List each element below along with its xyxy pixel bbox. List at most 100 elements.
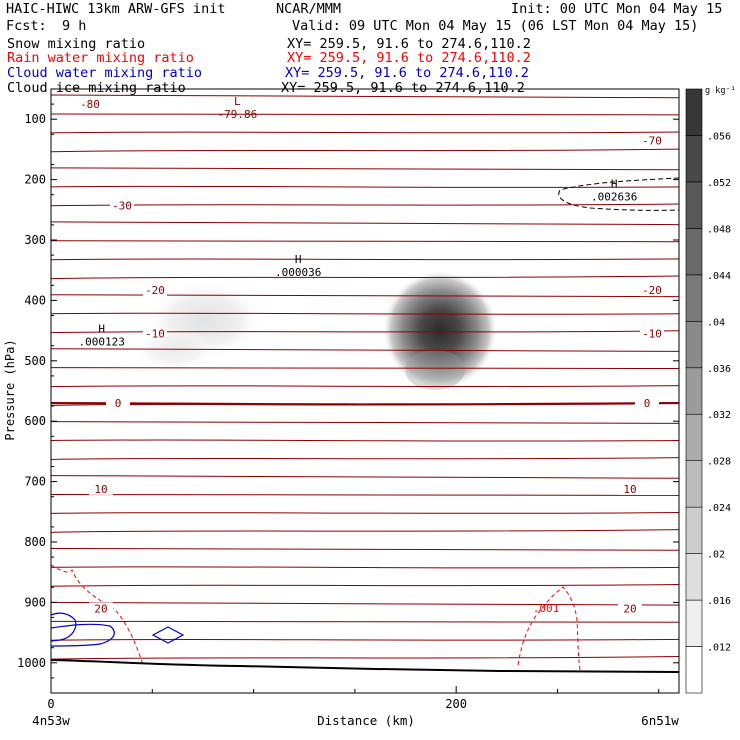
colorbar-tick-label: .044 [707, 271, 731, 282]
isotherm-label: -70 [642, 134, 662, 147]
isotherm-line [51, 221, 679, 226]
isotherm-line [51, 239, 679, 243]
isotherm-label: -80 [80, 98, 100, 111]
isotherm-label-bg [640, 284, 664, 297]
colorbar-segment [685, 274, 703, 322]
colorbar-segment [685, 506, 703, 554]
cloud-water-contour-1 [51, 612, 77, 642]
isotherm-line [51, 493, 679, 497]
isotherm-line [51, 294, 679, 298]
isotherm-label-bg [143, 284, 167, 297]
isotherm-label-bg [618, 602, 642, 615]
isotherm-line [51, 385, 679, 388]
isotherm-lines [51, 94, 679, 660]
isotherm-line [51, 474, 679, 479]
extremum-mark: H [98, 323, 105, 336]
extremum-mark: L [234, 95, 241, 108]
isotherm-line [51, 601, 679, 606]
isotherm-line [51, 583, 679, 587]
colorbar-segment [685, 413, 703, 461]
section-end-label: 6n51w [641, 713, 679, 728]
isotherm-line [51, 638, 679, 641]
isotherm-line [51, 167, 679, 171]
section-start-label: 4n53w [32, 713, 70, 728]
y-tick-label: 700 [24, 475, 46, 489]
isotherm-label-bg [618, 482, 642, 495]
isotherm-line [51, 312, 679, 315]
isotherm-line [51, 330, 679, 334]
isotherm-label: 0 [644, 397, 651, 410]
y-tick-label: 1000 [17, 656, 46, 670]
field-xy-cloud-ice: XY= 259.5, 91.6 to 274.6,110.2 [281, 80, 525, 96]
isotherm-line [51, 457, 679, 460]
cloud-water-contour-2 [51, 623, 115, 647]
isotherm-label: 10 [623, 483, 636, 496]
isotherm-line [51, 348, 679, 352]
colorbar-segment [685, 88, 703, 136]
field-name-cloud-water: Cloud water mixing ratio [7, 65, 203, 81]
isotherm-label: 10 [94, 483, 107, 496]
shaded-ice-field [135, 270, 498, 390]
isotherm-line [51, 185, 679, 188]
rain-contour-label: .001 [533, 602, 560, 615]
field-xy-snow: XY= 259.5, 91.6 to 274.6,110.2 [287, 36, 531, 52]
y-tick-label: 300 [24, 233, 46, 247]
colorbar-tick-label: .048 [707, 224, 731, 235]
isotherm-label-bg [78, 98, 102, 111]
colorbar-tick-label: .036 [707, 364, 731, 375]
colorbar-tick-label: .052 [707, 178, 731, 189]
y-tick-label: 200 [24, 173, 46, 187]
y-tick-label: 500 [24, 354, 46, 368]
isotherm-line [51, 203, 679, 207]
isotherm-line [51, 420, 679, 425]
isotherm-label-bg [89, 482, 113, 495]
isotherm-label-bg [640, 134, 664, 147]
field-name-rain: Rain water mixing ratio [7, 50, 194, 66]
isotherm-label: 20 [623, 602, 636, 615]
isotherm-label-bg [106, 397, 130, 410]
isotherm-line [51, 512, 679, 514]
run-title: HAIC-HIWC 13km ARW-GFS init [6, 1, 226, 17]
isotherm-line [51, 275, 679, 280]
cloud-water-diamond [151, 626, 185, 644]
y-tick-label: 600 [24, 414, 46, 428]
isotherm-label: -30 [112, 200, 132, 213]
isotherm-label: 20 [94, 602, 107, 615]
isotherm-line [51, 655, 679, 660]
isotherm-line [51, 620, 679, 624]
distance-axis: 0 200 [47, 686, 660, 711]
forecast-label: Fcst: [6, 18, 47, 34]
ice-contour-upper-right [558, 177, 679, 211]
colorbar-segment [685, 553, 703, 601]
x-tick-label: 200 [445, 697, 467, 711]
colorbar-segment [685, 321, 703, 369]
colorbar-tick-label: .04 [707, 317, 725, 328]
isotherm-label-bg [640, 327, 664, 340]
y-tick-label: 400 [24, 293, 46, 307]
extremum-mark: H [611, 178, 618, 191]
isotherm-line [51, 366, 679, 370]
colorbar-segment [685, 460, 703, 508]
isotherm-label-bg [110, 199, 134, 212]
isotherm-label-bg [89, 602, 113, 615]
surface-pressure-line [51, 659, 679, 673]
y-tick-label: 100 [24, 112, 46, 126]
valid-time: Valid: 09 UTC Mon 04 May 15 (06 LST Mon … [292, 18, 699, 34]
field-name-snow: Snow mixing ratio [7, 36, 146, 52]
ice-maximum-region [382, 270, 498, 390]
extremum-value: -79.86 [217, 108, 257, 121]
colorbar-tick-label: .024 [707, 503, 731, 514]
init-time: Init: 00 UTC Mon 04 May 15 [511, 1, 723, 17]
colorbar-segment [685, 646, 703, 694]
forecast-hour: 9 h [62, 18, 87, 34]
isotherm-line [51, 529, 679, 533]
colorbar-tick-label: .016 [707, 596, 731, 607]
isotherm-label: -20 [145, 284, 165, 297]
extremum-value: .000036 [275, 266, 321, 279]
isotherm-label-bg [143, 327, 167, 340]
colorbar-tick-label: .012 [707, 643, 731, 654]
isotherm-label: -20 [642, 284, 662, 297]
isotherm-line [51, 148, 679, 153]
